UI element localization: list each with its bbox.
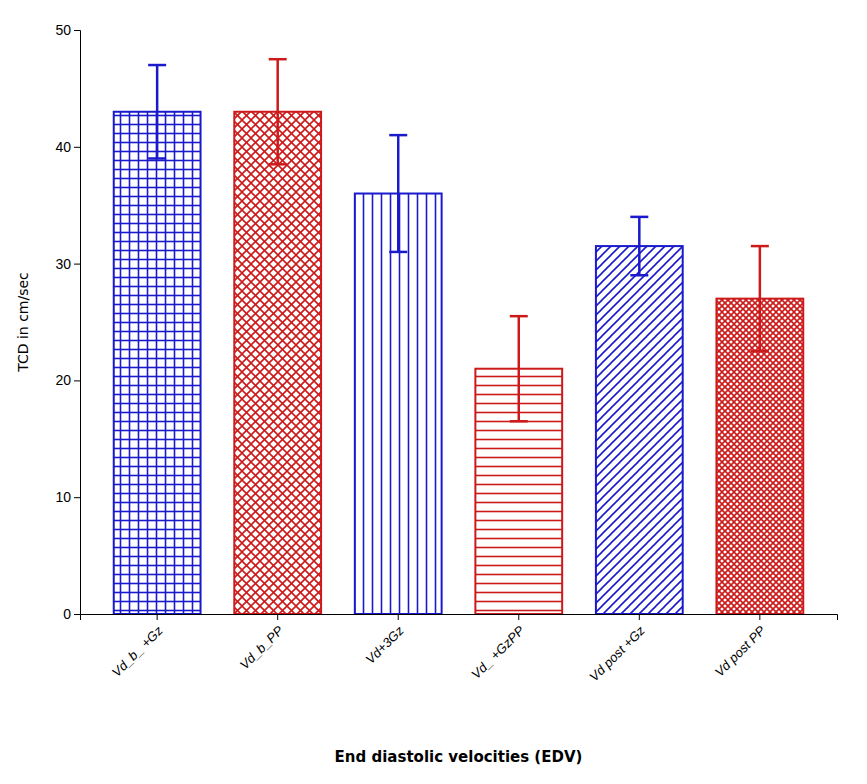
y-tick: 50 (55, 22, 80, 38)
y-axis-line (74, 31, 81, 615)
y-tick-mark (74, 614, 80, 615)
error-bar-stem (518, 316, 521, 421)
x-tick-mark (157, 614, 158, 620)
x-tick-mark (277, 614, 278, 620)
x-tick-label: Vd_b_ +Gz (109, 623, 166, 680)
error-bar-stem (638, 217, 641, 275)
y-tick-label: 40 (55, 139, 71, 155)
y-tick-label: 50 (55, 22, 71, 38)
y-axis-title: TCD in cm/sec (15, 272, 31, 373)
y-tick: 20 (55, 372, 80, 388)
x-tick-mark (398, 614, 399, 620)
bar (355, 194, 442, 614)
x-axis-line (81, 615, 838, 621)
error-bar-cap (389, 251, 407, 254)
y-tick-label: 10 (55, 489, 71, 505)
error-bar-stem (276, 59, 279, 164)
y-tick: 30 (55, 256, 80, 272)
error-bar (510, 316, 528, 421)
x-tick-label: Vd+3Gz (363, 623, 407, 667)
error-bar (389, 135, 407, 252)
y-tick-mark (74, 497, 80, 498)
x-tick: Vd_ +GzPP (468, 614, 527, 682)
x-axis-title: End diastolic velocities (EDV) (335, 748, 583, 766)
bar (596, 246, 683, 614)
error-bar-cap (510, 420, 528, 423)
y-tick-mark (74, 147, 80, 148)
error-bar-cap (510, 315, 528, 318)
error-bar-cap (751, 350, 769, 353)
y-tick-label: 0 (63, 606, 71, 622)
x-tick: Vd+3Gz (363, 614, 407, 667)
error-bar (148, 65, 166, 158)
x-tick-label: Vd_b_PP (237, 623, 287, 673)
y-axis: 0 10 20 30 40 50 (55, 22, 80, 622)
error-bar-cap (269, 58, 287, 61)
y-tick-label: 30 (55, 256, 71, 272)
error-bar-cap (148, 157, 166, 160)
error-bar-cap (630, 216, 648, 219)
error-bar-cap (751, 245, 769, 248)
y-tick-mark (74, 30, 80, 31)
error-bar-cap (389, 134, 407, 137)
x-tick-mark (639, 614, 640, 620)
error-bar-cap (630, 274, 648, 277)
y-tick-mark (74, 380, 80, 381)
y-tick: 0 (63, 606, 80, 622)
plot: 0 10 20 30 40 50 Vd_b_ +Gz Vd_b_PP Vd+3Gz Vd_ +Gz… (15, 22, 838, 766)
x-tick-mark (759, 614, 760, 620)
y-tick-mark (74, 264, 80, 265)
bar (234, 112, 321, 614)
y-tick: 10 (55, 489, 80, 505)
x-tick-label: Vd post PP (712, 623, 769, 680)
x-tick: Vd post +Gz (586, 614, 648, 684)
error-bar (269, 59, 287, 164)
x-tick-label: Vd post +Gz (586, 623, 648, 685)
x-tick: Vd_b_PP (237, 614, 287, 672)
bars (114, 59, 803, 614)
chart: 0 10 20 30 40 50 Vd_b_ +Gz Vd_b_PP Vd+3Gz Vd_ +Gz… (0, 0, 867, 784)
error-bar-cap (269, 163, 287, 166)
x-tick: Vd_b_ +Gz (109, 614, 166, 680)
x-tick: Vd post PP (712, 614, 769, 680)
error-bar (751, 246, 769, 351)
x-axis: Vd_b_ +Gz Vd_b_PP Vd+3Gz Vd_ +GzPP Vd post +… (81, 614, 838, 684)
y-tick-label: 20 (55, 372, 71, 388)
error-bar-stem (397, 135, 400, 252)
error-bar-cap (148, 64, 166, 67)
x-tick-label: Vd_ +GzPP (468, 623, 527, 682)
error-bar-stem (759, 246, 762, 351)
error-bar (630, 217, 648, 275)
bar (114, 112, 201, 614)
error-bar-stem (156, 65, 159, 158)
y-tick: 40 (55, 139, 80, 155)
x-tick-mark (518, 614, 519, 620)
